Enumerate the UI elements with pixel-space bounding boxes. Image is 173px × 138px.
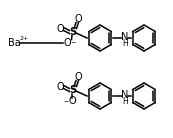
Text: O: O	[74, 14, 82, 24]
Text: O: O	[56, 82, 64, 92]
Text: H: H	[122, 96, 128, 105]
Text: H: H	[122, 39, 128, 47]
Text: −: −	[70, 39, 76, 44]
Text: O: O	[74, 72, 82, 82]
Text: O: O	[68, 96, 76, 106]
Text: 2+: 2+	[19, 35, 29, 40]
Text: O: O	[56, 24, 64, 34]
Text: N: N	[121, 90, 129, 100]
Text: Ba: Ba	[8, 38, 20, 48]
Text: O: O	[63, 38, 71, 48]
Text: S: S	[69, 27, 77, 37]
Text: S: S	[69, 85, 77, 95]
Text: N: N	[121, 32, 129, 42]
Text: −: −	[63, 99, 69, 104]
